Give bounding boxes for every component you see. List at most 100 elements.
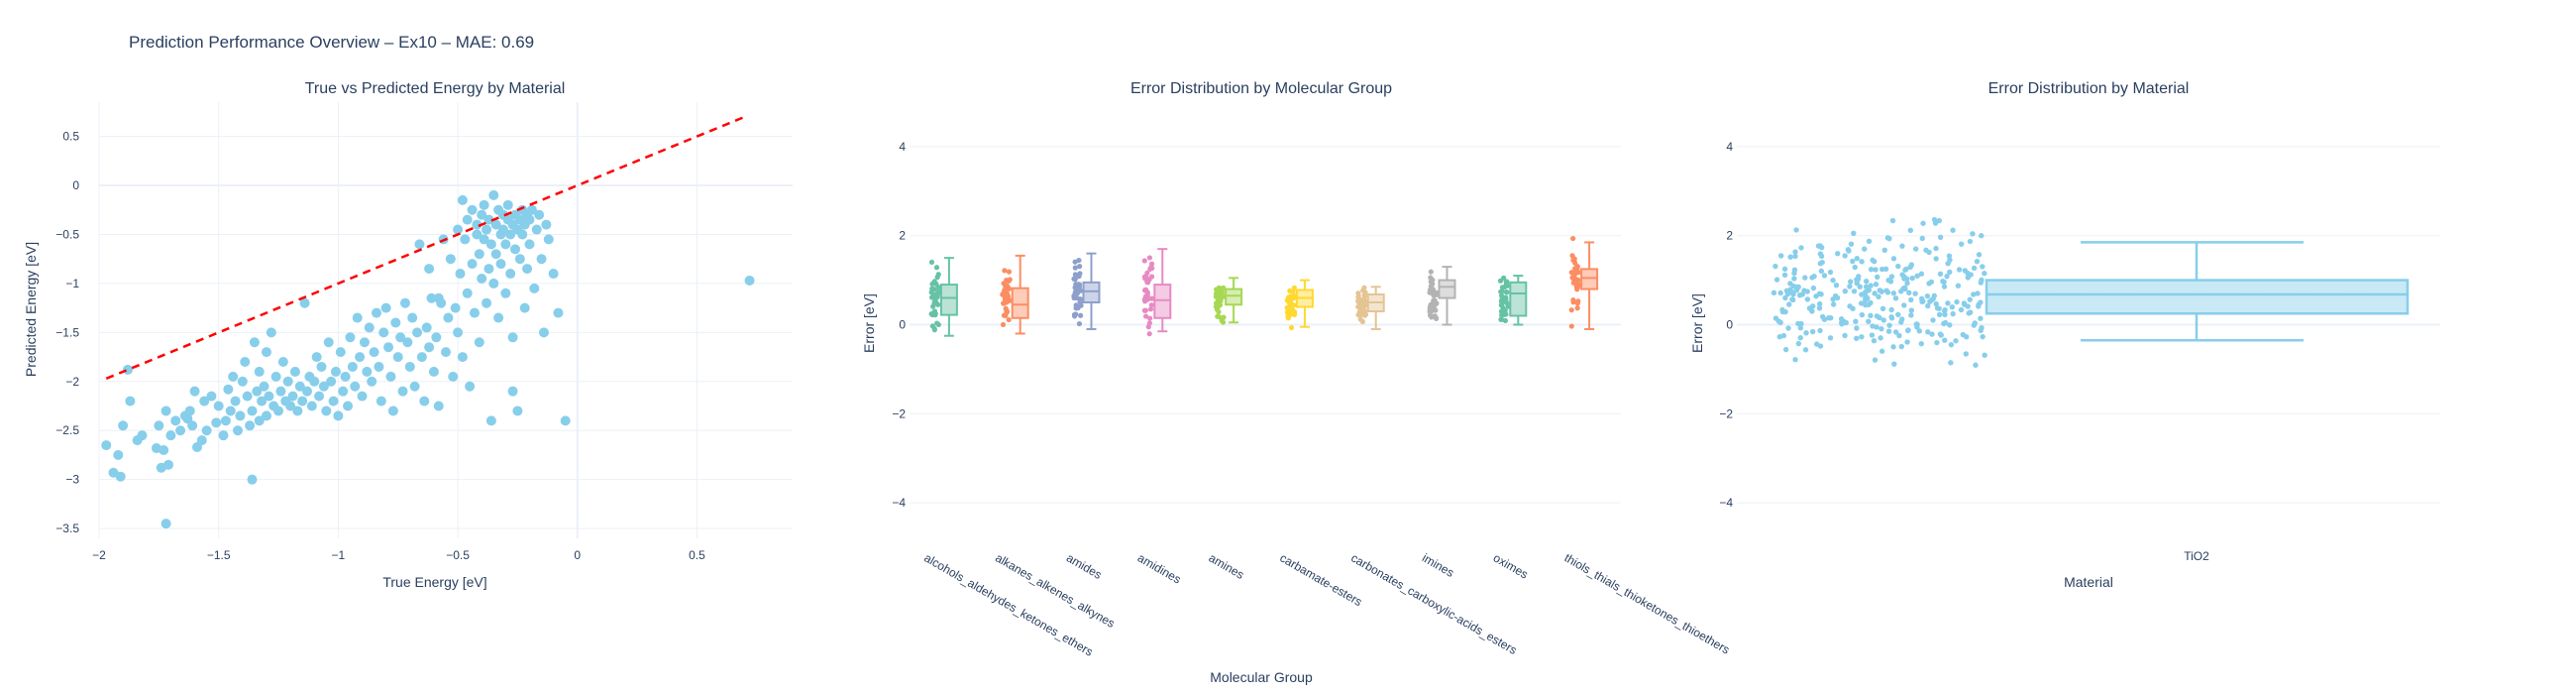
material-jitter-point bbox=[1901, 302, 1907, 308]
scatter-point bbox=[500, 288, 511, 298]
scatter-point bbox=[364, 322, 375, 333]
scatter-point bbox=[479, 199, 489, 210]
material-jitter-point bbox=[1966, 310, 1972, 316]
scatter-point bbox=[490, 219, 501, 230]
material-jitter-point bbox=[1899, 243, 1905, 249]
molecular-jitter-point bbox=[1359, 297, 1366, 303]
scatter-x-tick-label: 0 bbox=[574, 548, 581, 562]
material-jitter-point bbox=[1895, 263, 1901, 270]
molecular-jitter-point bbox=[1432, 313, 1438, 319]
scatter-point bbox=[247, 405, 258, 416]
material-jitter-point bbox=[1913, 321, 1919, 327]
molecular-jitter-point bbox=[1077, 264, 1083, 270]
molecular-jitter-point bbox=[1358, 311, 1364, 318]
scatter-point bbox=[376, 396, 386, 406]
molecular-jitter-point bbox=[1498, 316, 1504, 322]
molecular-jitter-point bbox=[1007, 277, 1013, 283]
molecular-jitter-point bbox=[1216, 295, 1222, 301]
molecular-jitter-point bbox=[1142, 313, 1149, 319]
scatter-point bbox=[338, 386, 349, 397]
material-jitter-point bbox=[1912, 246, 1919, 252]
molecular-jitter-point bbox=[1146, 331, 1152, 337]
material-jitter-point bbox=[1842, 332, 1848, 339]
scatter-point bbox=[522, 264, 533, 275]
scatter-point bbox=[443, 312, 454, 323]
material-jitter-point bbox=[1776, 334, 1783, 340]
material-jitter-point bbox=[1918, 340, 1924, 347]
scatter-point bbox=[347, 361, 358, 372]
material-jitter-point bbox=[1877, 314, 1882, 321]
scatter-point bbox=[495, 259, 506, 270]
molecular-jitter-point bbox=[933, 265, 940, 271]
material-jitter-point bbox=[1869, 332, 1876, 338]
material-jitter-point bbox=[1795, 320, 1801, 327]
material-jitter-point bbox=[1925, 302, 1931, 309]
scatter-point bbox=[294, 381, 305, 392]
material-jitter-point bbox=[1864, 279, 1870, 285]
scatter-point bbox=[453, 224, 464, 235]
material-jitter-point bbox=[1832, 292, 1839, 299]
molecular-jitter-point bbox=[1000, 321, 1007, 328]
molecular-jitter-point bbox=[1361, 293, 1367, 299]
scatter-point bbox=[330, 366, 341, 377]
molecular-jitter-point bbox=[934, 293, 940, 300]
scatter-point bbox=[474, 249, 484, 260]
scatter-point bbox=[184, 405, 195, 416]
molecular-jitter-point bbox=[1078, 302, 1084, 308]
material-jitter-point bbox=[1937, 271, 1944, 277]
molecular-jitter-point bbox=[1497, 278, 1504, 284]
scatter-point bbox=[531, 224, 542, 235]
material-jitter-point bbox=[1792, 249, 1798, 255]
material-jitter-point bbox=[1890, 290, 1897, 296]
material-jitter-point bbox=[1888, 306, 1894, 313]
material-jitter-point bbox=[1892, 329, 1899, 335]
scatter-x-tick-label: 0.5 bbox=[689, 548, 705, 562]
molecular-jitter-point bbox=[1148, 302, 1154, 308]
molecular-jitter-point bbox=[1574, 287, 1580, 292]
material-jitter-point bbox=[1796, 292, 1803, 298]
material-jitter-point bbox=[1790, 283, 1796, 289]
scatter-point bbox=[477, 273, 487, 284]
molecular-jitter-point bbox=[1076, 284, 1083, 289]
material-jitter-point bbox=[1902, 267, 1908, 273]
molecular-jitter-point bbox=[1216, 299, 1222, 306]
scatter-point bbox=[485, 239, 496, 250]
material-jitter-point bbox=[1873, 267, 1878, 273]
scatter-point bbox=[362, 366, 373, 377]
scatter-y-tick-label: 0.5 bbox=[62, 130, 79, 144]
material-jitter-point bbox=[1859, 334, 1865, 340]
scatter-point bbox=[404, 361, 415, 372]
material-jitter-point bbox=[1850, 258, 1856, 265]
material-jitter-point bbox=[1936, 217, 1943, 224]
material-jitter-point bbox=[1980, 333, 1986, 340]
molecular-jitter-point bbox=[1360, 288, 1366, 293]
material-jitter-point bbox=[1795, 340, 1802, 347]
scatter-point bbox=[275, 386, 286, 397]
scatter-y-axis-title: Predicted Energy [eV] bbox=[23, 242, 39, 377]
molecular-jitter-point bbox=[1501, 284, 1508, 290]
scatter-point bbox=[259, 381, 269, 392]
molecular-box-title: Error Distribution by Molecular Group bbox=[1130, 80, 1392, 97]
material-jitter-point bbox=[1797, 334, 1803, 341]
material-jitter-point bbox=[1892, 295, 1899, 301]
material-jitter-point bbox=[1806, 305, 1813, 311]
material-jitter-point bbox=[1976, 252, 1983, 258]
material-jitter-point bbox=[1891, 361, 1897, 367]
scatter-x-axis-title: True Energy [eV] bbox=[382, 574, 486, 590]
material-jitter-point bbox=[1868, 283, 1874, 289]
material-jitter-point bbox=[1848, 241, 1855, 247]
scatter-point bbox=[323, 337, 334, 348]
molecular-y-tick-label: −4 bbox=[892, 496, 906, 510]
scatter-point bbox=[115, 471, 126, 482]
scatter-point bbox=[510, 244, 520, 255]
material-jitter-point bbox=[1920, 220, 1926, 226]
material-jitter-point bbox=[1877, 288, 1883, 293]
material-jitter-point bbox=[1785, 325, 1791, 331]
scatter-y-tick-label: −3 bbox=[65, 473, 79, 487]
material-jitter-point bbox=[1816, 290, 1823, 297]
molecular-jitter-point bbox=[933, 281, 939, 287]
material-jitter-point bbox=[1947, 322, 1953, 328]
material-jitter-point bbox=[1947, 257, 1953, 263]
molecular-jitter-point bbox=[1287, 298, 1294, 304]
material-jitter-point bbox=[1918, 271, 1925, 277]
